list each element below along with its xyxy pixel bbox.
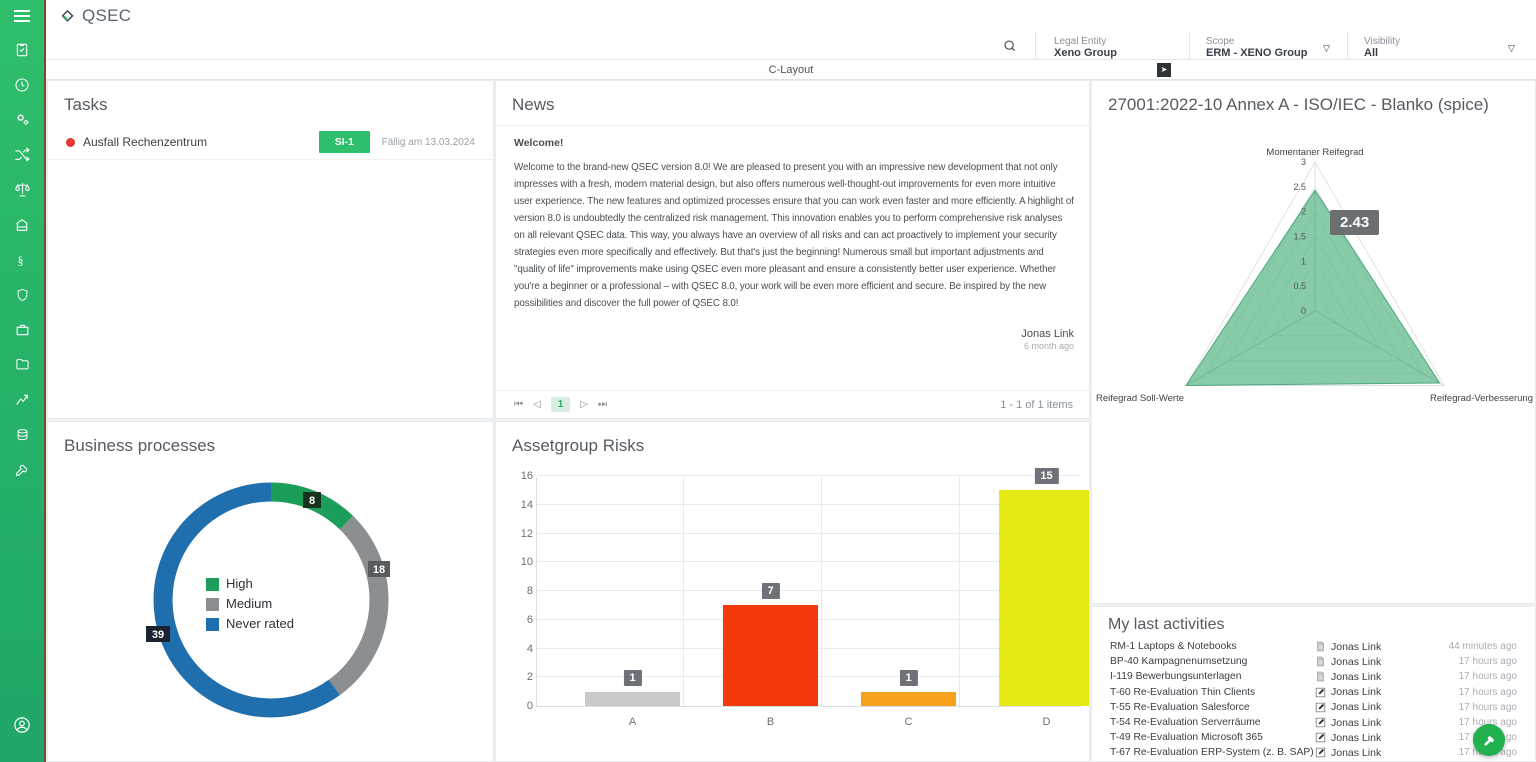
svg-text:Momentaner Reifegrad: Momentaner Reifegrad	[1266, 147, 1363, 158]
svg-text:18: 18	[373, 564, 385, 576]
svg-text:3: 3	[1301, 157, 1306, 167]
svg-text:2: 2	[1301, 207, 1306, 217]
svg-text:39: 39	[152, 629, 164, 641]
svg-text:§: §	[18, 254, 24, 267]
svg-text:Medium: Medium	[226, 596, 272, 611]
svg-text:0.5: 0.5	[1293, 281, 1306, 291]
svg-text:1.5: 1.5	[1293, 232, 1306, 242]
svg-text:2.5: 2.5	[1293, 182, 1306, 192]
svg-text:0: 0	[1301, 306, 1306, 316]
svg-text:1: 1	[1301, 256, 1306, 266]
svg-text:Reifegrad Soll-Werte: Reifegrad Soll-Werte	[1096, 393, 1184, 404]
svg-text:High: High	[226, 576, 253, 591]
svg-text:8: 8	[309, 495, 315, 507]
svg-text:Never rated: Never rated	[226, 616, 294, 631]
svg-text:Reifegrad-Verbesserung: Reifegrad-Verbesserung	[1430, 393, 1533, 404]
